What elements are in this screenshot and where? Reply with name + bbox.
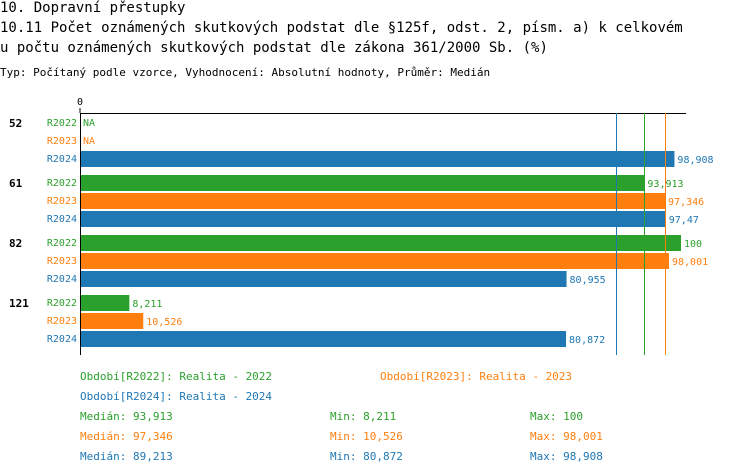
stat-median-r2022: Medián: 93,913: [80, 410, 173, 423]
data-label: NA: [83, 118, 95, 129]
bar: [81, 235, 681, 251]
data-label: 80,872: [569, 335, 605, 346]
data-label: 100: [684, 239, 702, 250]
data-label: 80,955: [570, 275, 606, 286]
series-label: R2022: [47, 178, 77, 189]
x-tick-label: 0: [77, 97, 83, 108]
chart-subtitle: Typ: Počítaný podle vzorce, Vyhodnocení:…: [0, 66, 491, 79]
series-label: R2022: [47, 238, 77, 249]
stat-min-r2022: Min: 8,211: [330, 410, 397, 423]
chart-title-line2: u počtu oznámených skutkových podstat dl…: [0, 40, 548, 56]
stat-max-r2024: Max: 98,908: [530, 450, 603, 463]
bar: [81, 271, 567, 287]
series-label: R2024: [47, 154, 77, 165]
data-label: NA: [83, 136, 95, 147]
series-label: R2023: [47, 316, 77, 327]
series-label: R2024: [47, 214, 77, 225]
series-label: R2023: [47, 196, 77, 207]
series-label: R2023: [47, 136, 77, 147]
bar: [81, 211, 666, 227]
data-label: 97,346: [668, 197, 704, 208]
legend-r2022: Období[R2022]: Realita - 2022: [80, 370, 273, 383]
bar: [81, 175, 645, 191]
legend-r2024: Období[R2024]: Realita - 2024: [80, 390, 273, 403]
stat-max-r2022: Max: 100: [530, 410, 583, 423]
bar: [81, 295, 130, 311]
chart-title-line1: 10.11 Počet oznámených skutkových podsta…: [0, 20, 683, 36]
series-label: R2023: [47, 256, 77, 267]
data-label: 98,001: [672, 257, 708, 268]
series-label: R2024: [47, 334, 77, 345]
series-label: R2022: [47, 298, 77, 309]
bar: [81, 193, 666, 209]
data-label: 97,47: [669, 215, 699, 226]
category-label: 52: [9, 117, 22, 130]
series-label: R2024: [47, 274, 77, 285]
series-label: R2022: [47, 118, 77, 129]
bar: [81, 253, 669, 269]
section-title: 10. Dopravní přestupky: [0, 0, 186, 16]
category-label: 61: [9, 177, 23, 190]
stat-max-r2023: Max: 98,001: [530, 430, 603, 443]
data-label: 98,908: [677, 155, 713, 166]
data-label: 10,526: [146, 317, 182, 328]
bar: [81, 331, 567, 347]
data-label: 8,211: [132, 299, 162, 310]
stat-min-r2024: Min: 80,872: [330, 450, 403, 463]
category-label: 82: [9, 237, 22, 250]
bar: [81, 313, 144, 329]
bar: [81, 151, 675, 167]
stat-min-r2023: Min: 10,526: [330, 430, 403, 443]
legend-r2023: Období[R2023]: Realita - 2023: [380, 370, 573, 383]
stat-median-r2023: Medián: 97,346: [80, 430, 173, 443]
category-label: 121: [9, 297, 29, 310]
stat-median-r2024: Medián: 89,213: [80, 450, 173, 463]
